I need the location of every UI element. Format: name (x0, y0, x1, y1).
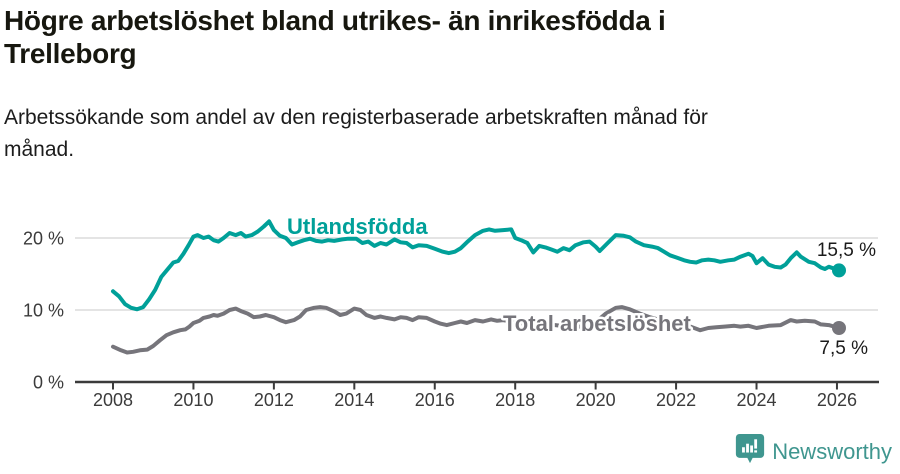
chart-subtitle: Arbetssökande som andel av den registerb… (4, 106, 708, 161)
series-end-dot-total-arbetsloshet (832, 321, 846, 335)
x-axis-tick-label: 2008 (93, 390, 133, 410)
x-axis-tick-label: 2012 (254, 390, 294, 410)
end-value-label-total-arbetsloshet: 7,5 % (819, 338, 868, 359)
y-axis-tick-label: 20 % (23, 229, 64, 249)
x-axis-tick-label: 2016 (415, 390, 455, 410)
x-axis-tick-label: 2010 (173, 390, 213, 410)
y-axis-tick-label: 0 % (33, 373, 64, 393)
series-label-utlandsfodda: Utlandsfödda (287, 214, 428, 239)
series-end-dot-utlandsfodda (832, 263, 846, 278)
newsworthy-branding: Newsworthy (735, 433, 892, 470)
x-axis-tick-label: 2022 (656, 390, 696, 410)
newsworthy-logo-text: Newsworthy (772, 438, 892, 464)
series-line-total-arbetsloshet (111, 305, 841, 355)
x-axis-tick-label: 2026 (817, 390, 857, 410)
x-axis-tick-label: 2014 (334, 390, 374, 410)
newsworthy-logo-icon (735, 433, 765, 470)
x-axis-tick-label: 2024 (736, 390, 776, 410)
chart-title: Högre arbetslöshet bland utrikes- än inr… (4, 5, 666, 70)
y-axis-tick-label: 10 % (23, 301, 64, 321)
x-axis-tick-label: 2018 (495, 390, 535, 410)
unemployment-line-chart: 0 % 10 % 20 % 2008 2010 2012 2014 2016 2018 2020 2… (23, 212, 879, 410)
series-line-utlandsfodda (111, 219, 841, 312)
series-label-total-arbetsloshet: Total arbetslöshet (503, 311, 692, 336)
end-value-label-utlandsfodda: 15,5 % (817, 240, 876, 261)
x-axis-tick-label: 2020 (576, 390, 616, 410)
